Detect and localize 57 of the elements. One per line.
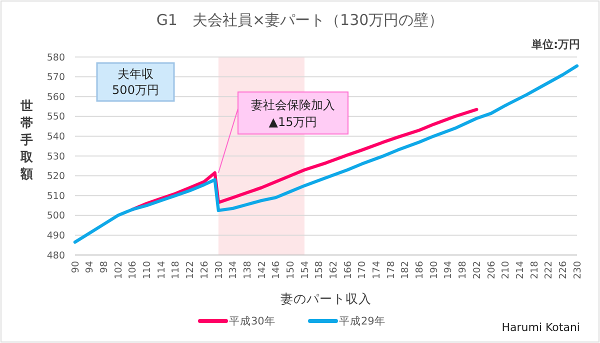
y-tick-label: 490 (46, 230, 65, 242)
x-tick-label: 126 (199, 261, 210, 280)
y-tick-label: 540 (46, 132, 65, 143)
x-tick-label: 218 (529, 261, 540, 280)
x-tick-label: 154 (300, 261, 311, 280)
line-series (73, 64, 579, 244)
x-axis-title: 妻のパート収入 (280, 291, 372, 306)
x-tick-label: 158 (314, 261, 326, 280)
x-tick-label: 122 (185, 261, 196, 280)
x-tick-label: 190 (428, 261, 440, 280)
annotation: 妻社会保険加入 ▲15万円 (251, 98, 335, 129)
y-axis-title: 世帯手取額 (20, 98, 34, 181)
x-tick-label: 146 (271, 261, 282, 280)
x-tick-label: 110 (142, 261, 154, 280)
x-tick-label: 166 (342, 261, 354, 280)
legend-label: 平成30年 (229, 314, 276, 328)
x-tick-label: 178 (386, 261, 397, 280)
chart-title: G1 夫会社員×妻パート（130万円の壁） (156, 11, 444, 29)
x-tick-label: 230 (572, 261, 584, 280)
y-tick-label: 580 (46, 52, 65, 64)
y-tick-label: 560 (46, 92, 65, 103)
y-tick-label: 520 (46, 171, 65, 182)
legend-label: 平成29年 (339, 314, 386, 328)
text: 単位:万円 (530, 38, 580, 51)
x-tick-label: 138 (242, 261, 254, 280)
x-tick-label: 106 (128, 261, 139, 280)
text: Harumi Kotani (502, 321, 580, 334)
x-tick-label: 130 (214, 261, 225, 280)
x-tick-label: 198 (458, 261, 469, 280)
y-tick-label: 510 (46, 190, 65, 202)
x-tick-label: 90 (70, 261, 82, 274)
y-tick-label: 480 (46, 250, 65, 262)
x-tick-label: 174 (372, 261, 383, 280)
x-tick-label: 170 (357, 261, 368, 280)
x-tick-label: 94 (84, 261, 96, 274)
y-tick-label: 550 (46, 112, 65, 123)
x-tick-label: 222 (544, 261, 555, 280)
x-tick-label: 114 (156, 261, 168, 280)
y-tick-label: 570 (46, 72, 65, 84)
x-tick-label: 162 (328, 261, 340, 280)
x-tick-label: 182 (400, 261, 412, 280)
x-tick-label: 210 (500, 261, 512, 280)
x-tick-label: 102 (113, 261, 124, 280)
y-tick-label: 530 (46, 151, 65, 162)
x-tick-label: 98 (99, 261, 110, 274)
x-tick-label: 118 (170, 261, 182, 280)
x-tick-label: 194 (443, 261, 454, 280)
annotation: 夫年収 500万円 (112, 67, 159, 97)
x-tick-label: 226 (558, 261, 569, 280)
x-tick-label: 214 (514, 261, 526, 280)
x-tick-label: 134 (228, 261, 240, 280)
x-tick-label: 142 (256, 261, 268, 280)
y-tick-label: 500 (46, 210, 65, 222)
x-tick-label: 206 (486, 261, 498, 280)
x-tick-label: 150 (285, 261, 296, 280)
x-tick-label: 202 (472, 261, 483, 280)
x-tick-label: 186 (414, 261, 426, 280)
